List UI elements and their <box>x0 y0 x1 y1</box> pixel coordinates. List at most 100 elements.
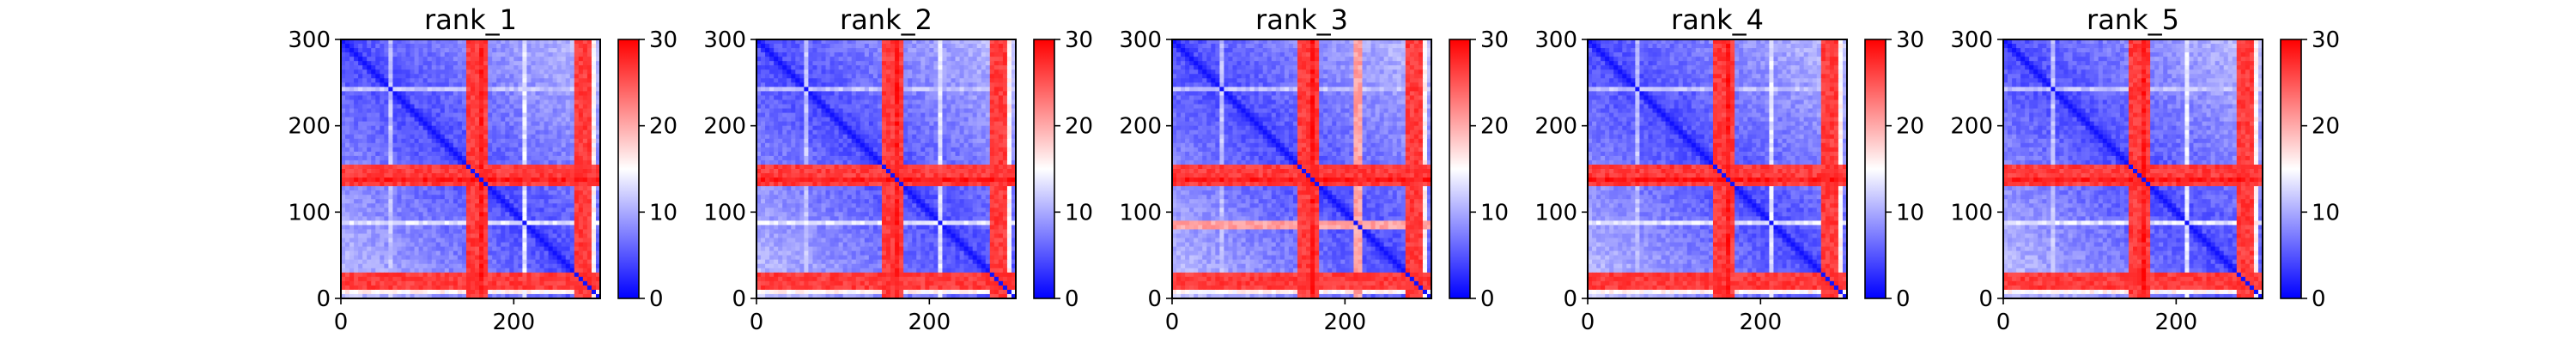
heatmap-cell <box>392 208 398 213</box>
heatmap-cell <box>341 285 346 291</box>
heatmap-cell <box>475 178 480 183</box>
heatmap-cell <box>488 169 493 174</box>
heatmap-cell <box>838 44 844 49</box>
heatmap-cell <box>916 99 921 105</box>
heatmap-cell <box>448 108 454 114</box>
heatmap-cell <box>341 78 346 83</box>
heatmap-cell <box>392 238 398 244</box>
heatmap-cell <box>821 95 827 101</box>
heatmap-cell <box>916 82 921 87</box>
heatmap-cell <box>513 255 519 261</box>
heatmap-cell <box>453 95 459 101</box>
heatmap-cell <box>435 272 441 278</box>
heatmap-cell <box>582 164 588 170</box>
heatmap-cell <box>972 69 978 75</box>
heatmap-cell <box>461 272 467 278</box>
heatmap-cell <box>574 229 580 235</box>
heatmap-cell <box>509 285 514 291</box>
heatmap-cell <box>453 182 459 187</box>
heatmap-cell <box>380 242 385 248</box>
heatmap-cell <box>422 82 428 87</box>
heatmap-cell <box>401 91 407 97</box>
heatmap-cell <box>358 117 363 123</box>
heatmap-cell <box>552 125 558 131</box>
heatmap-cell <box>349 199 355 204</box>
heatmap-cell <box>388 69 393 75</box>
heatmap-cell <box>341 293 346 299</box>
heatmap-cell <box>354 199 359 204</box>
heatmap-cell <box>808 129 814 135</box>
heatmap-cell <box>578 125 584 131</box>
heatmap-cell <box>864 39 870 45</box>
heatmap-cell <box>384 99 389 105</box>
heatmap-cell <box>518 142 523 148</box>
heatmap-cell <box>855 44 861 49</box>
heatmap-cell <box>401 65 407 70</box>
heatmap-cell <box>354 121 359 127</box>
heatmap-cell <box>825 74 831 79</box>
heatmap-cell <box>496 169 501 174</box>
heatmap-cell <box>1006 117 1012 123</box>
heatmap-cell <box>465 242 471 248</box>
heatmap-cell <box>993 65 999 70</box>
heatmap-cell <box>388 212 393 217</box>
heatmap-cell <box>431 121 437 127</box>
heatmap-cell <box>851 104 857 110</box>
heatmap-cell <box>427 173 433 178</box>
heatmap-cell <box>899 134 904 140</box>
heatmap-cell <box>418 61 424 66</box>
heatmap-cell <box>578 78 584 83</box>
heatmap-cell <box>453 112 459 118</box>
heatmap-cell <box>920 48 926 53</box>
heatmap-cell <box>895 134 900 140</box>
heatmap-cell <box>574 52 580 57</box>
heatmap-cell <box>586 134 592 140</box>
heatmap-cell <box>341 61 346 66</box>
heatmap-cell <box>444 142 450 148</box>
heatmap-cell <box>829 117 835 123</box>
heatmap-cell <box>548 186 554 191</box>
heatmap-cell <box>457 195 463 200</box>
heatmap-cell <box>440 142 446 148</box>
heatmap-cell <box>345 142 350 148</box>
heatmap-cell <box>384 199 389 204</box>
heatmap-cell <box>367 134 372 140</box>
heatmap-cell <box>769 121 775 127</box>
heatmap-cell <box>895 87 900 92</box>
heatmap-cell <box>444 61 450 66</box>
heatmap-cell <box>765 104 770 110</box>
heatmap-cell <box>526 280 532 286</box>
heatmap-cell <box>427 293 433 299</box>
heatmap-cell <box>582 99 588 105</box>
heatmap-cell <box>418 238 424 244</box>
heatmap-cell <box>453 285 459 291</box>
heatmap-cell <box>405 159 411 165</box>
heatmap-cell <box>427 57 433 62</box>
heatmap-cell <box>341 186 346 191</box>
heatmap-cell <box>341 169 346 174</box>
heatmap-cell <box>349 138 355 144</box>
heatmap-cell <box>371 216 376 221</box>
heatmap-cell <box>544 82 550 87</box>
heatmap-cell <box>410 233 416 239</box>
heatmap-cell <box>578 259 584 265</box>
heatmap-cell <box>890 44 896 49</box>
heatmap-cell <box>881 52 887 57</box>
heatmap-cell <box>465 199 471 204</box>
heatmap-cell <box>405 242 411 248</box>
heatmap-cell <box>782 117 787 123</box>
heatmap-cell <box>586 142 592 148</box>
heatmap-cell <box>565 178 571 183</box>
heatmap-cell <box>1011 104 1017 110</box>
heatmap-cell <box>444 220 450 226</box>
heatmap-cell <box>501 250 506 256</box>
heatmap-cell <box>371 229 376 235</box>
heatmap-cell <box>812 69 818 75</box>
heatmap-cell <box>561 159 567 165</box>
heatmap-cell <box>938 82 944 87</box>
heatmap-cell <box>513 159 519 165</box>
heatmap-cell <box>375 238 380 244</box>
heatmap-cell <box>591 208 597 213</box>
heatmap-cell <box>552 169 558 174</box>
heatmap-cell <box>405 169 411 174</box>
